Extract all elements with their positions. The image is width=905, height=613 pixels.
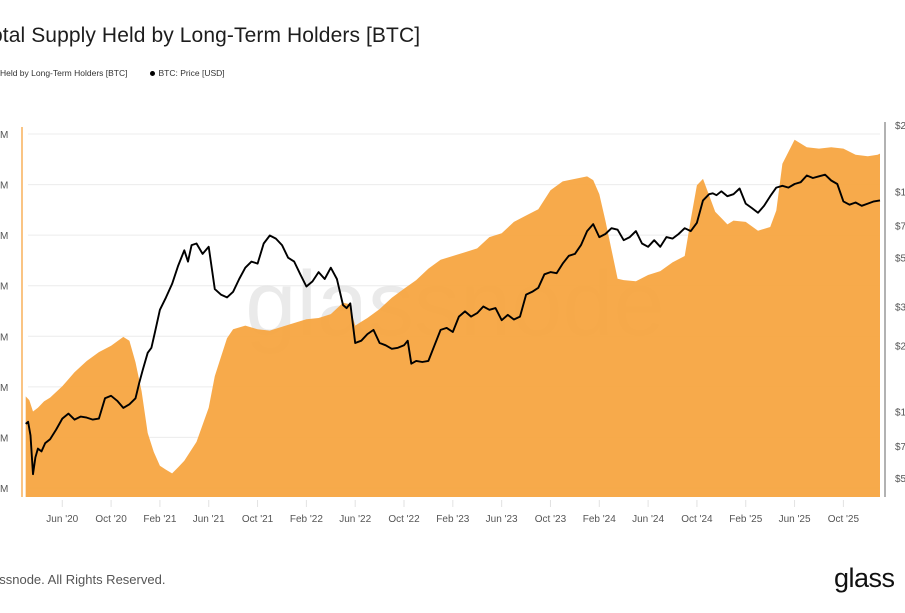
right-tick-label: $2 xyxy=(895,121,905,132)
right-tick-label: $5 xyxy=(895,474,905,485)
x-tick-label: Oct '20 xyxy=(95,514,127,525)
x-tick-label: Feb '22 xyxy=(290,514,323,525)
x-tick-label: Feb '23 xyxy=(436,514,469,525)
copyright-text: assnode. All Rights Reserved. xyxy=(0,572,166,587)
right-tick-label: $1 xyxy=(895,408,905,419)
left-tick-label: M xyxy=(0,332,8,343)
left-tick-label: M xyxy=(0,231,8,242)
legend-marker-btc-price-icon xyxy=(149,70,155,76)
left-tick-label: M xyxy=(0,282,8,293)
right-tick-label: $7 xyxy=(895,442,905,453)
glassnode-logo[interactable]: glass xyxy=(834,563,895,593)
left-tick-label: M xyxy=(0,433,8,444)
lth-supply-area xyxy=(25,139,881,497)
lth-supply-series xyxy=(25,139,881,497)
right-tick-label: $5 xyxy=(895,254,905,265)
right-tick-label: $2 xyxy=(895,341,905,352)
left-tick-label: M xyxy=(0,383,8,394)
x-tick-label: Oct '23 xyxy=(535,514,567,525)
x-tick-label: Jun '23 xyxy=(486,514,518,525)
x-tick-label: Oct '24 xyxy=(681,514,713,525)
x-tick-label: Feb '24 xyxy=(583,514,616,525)
x-tick-label: Oct '22 xyxy=(388,514,420,525)
legend-label-btc-price: BTC: Price [USD] xyxy=(158,68,225,78)
x-tick-label: Oct '25 xyxy=(828,514,860,525)
right-tick-label: $3 xyxy=(895,303,905,314)
chart-legend: pply Held by Long-Term Holders [BTC] BTC… xyxy=(0,68,247,78)
legend-item-btc-price[interactable]: BTC: Price [USD] xyxy=(149,68,225,78)
x-tick-label: Jun '20 xyxy=(46,514,78,525)
x-axis-ticks: Jun '20 Oct '20 Feb '21 Jun '21 Oct '21 Feb '… xyxy=(46,500,860,525)
btc-price-series xyxy=(25,173,881,476)
right-tick-label: $1 xyxy=(895,187,905,198)
legend-item-lth-supply[interactable]: pply Held by Long-Term Holders [BTC] xyxy=(0,68,128,78)
x-tick-label: Jun '24 xyxy=(632,514,664,525)
legend-label-lth-supply: pply Held by Long-Term Holders [BTC] xyxy=(0,68,128,78)
right-tick-label: $7 xyxy=(895,221,905,232)
left-axis-ticks: M M M M M M M M xyxy=(0,130,8,495)
x-tick-label: Oct '21 xyxy=(242,514,274,525)
x-tick-label: Feb '21 xyxy=(143,514,176,525)
left-tick-label: M xyxy=(0,484,8,495)
x-tick-label: Jun '22 xyxy=(339,514,371,525)
left-tick-label: M xyxy=(0,130,8,141)
right-axis-ticks: $2 $1 $7 $5 $3 $2 $1 $7 $5 xyxy=(895,121,905,485)
x-tick-label: Feb '25 xyxy=(729,514,762,525)
left-tick-label: M xyxy=(0,181,8,192)
x-tick-label: Jun '21 xyxy=(193,514,225,525)
x-tick-label: Jun '25 xyxy=(779,514,811,525)
chart-title: otal Supply Held by Long-Term Holders [B… xyxy=(0,24,421,47)
